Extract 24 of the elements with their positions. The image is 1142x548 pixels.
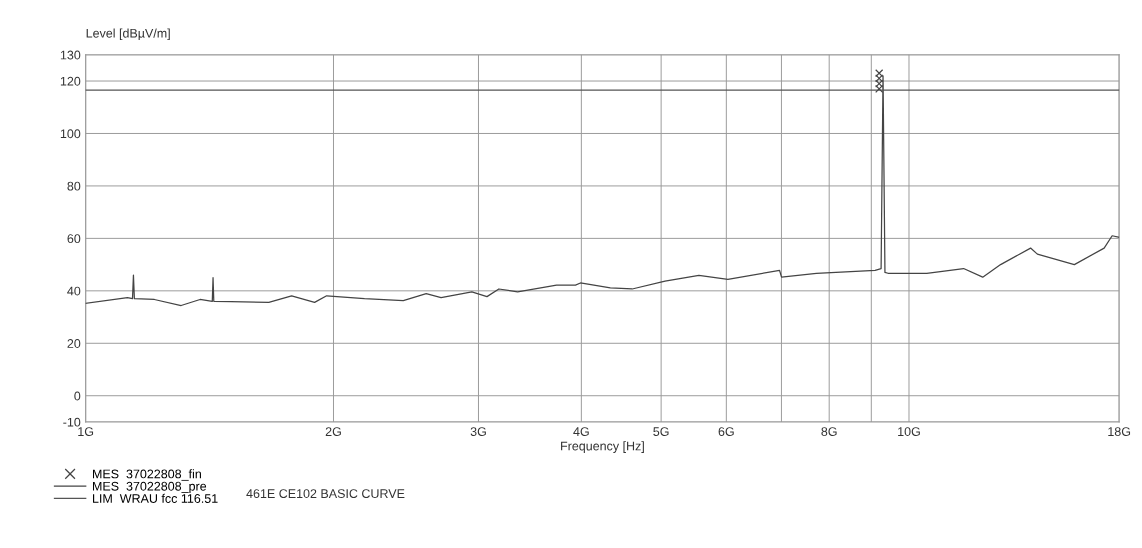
x-tick-label: 6G	[718, 427, 734, 436]
x-tick-label: 3G	[470, 427, 486, 436]
x-tick-label: 18G	[1108, 427, 1131, 436]
y-tick-label: 80	[67, 181, 81, 191]
legend-label: MES 37022808_fin	[93, 469, 201, 481]
x-tick-label: 5G	[653, 427, 669, 436]
y-tick-label: -10	[63, 417, 81, 427]
y-axis-title: Level [dBµV/m]	[86, 28, 170, 41]
y-tick-label: 0	[74, 391, 81, 401]
x-tick-label: 10G	[898, 427, 920, 436]
y-tick-label: 60	[67, 234, 81, 244]
y-tick-label: 100	[60, 129, 81, 139]
y-tick-label: 40	[67, 286, 81, 296]
y-tick-label: 120	[60, 76, 81, 86]
y-tick-label: 130	[60, 50, 81, 60]
legend-label: LIM WRAU fcc 116.51	[93, 493, 218, 503]
x-tick-label: 2G	[325, 427, 341, 436]
x-tick-label: 4G	[573, 427, 589, 436]
text: 461E CE102 BASIC CURVE	[246, 489, 405, 498]
legend-label: MES 37022808_pre	[93, 481, 207, 494]
x-axis-title: Frequency [Hz]	[561, 441, 644, 453]
x-tick-label: 8G	[821, 427, 837, 436]
x-tick-label: 1G	[78, 427, 94, 436]
y-tick-label: 20	[67, 339, 81, 348]
